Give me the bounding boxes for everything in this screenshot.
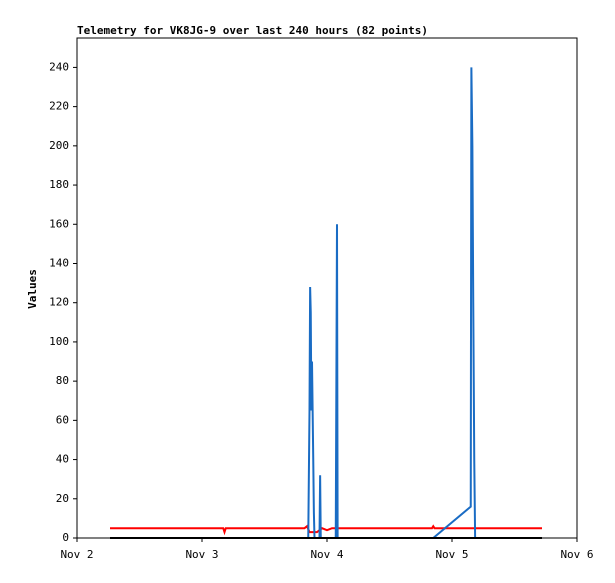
- y-tick-label: 60: [56, 413, 69, 426]
- y-tick-label: 80: [56, 374, 69, 387]
- y-tick-label: 140: [49, 256, 69, 269]
- chart-title: Telemetry for VK8JG-9 over last 240 hour…: [77, 24, 428, 37]
- x-tick-label: Nov 5: [435, 548, 468, 561]
- y-tick-label: 0: [62, 531, 69, 544]
- x-tick-label: Nov 2: [60, 548, 93, 561]
- y-tick-label: 200: [49, 139, 69, 152]
- x-tick-label: Nov 3: [185, 548, 218, 561]
- y-tick-label: 20: [56, 492, 69, 505]
- y-tick-label: 120: [49, 296, 69, 309]
- y-axis-label: Values: [26, 269, 39, 309]
- series-line: [304, 67, 477, 539]
- y-tick-label: 100: [49, 335, 69, 348]
- y-tick-label: 160: [49, 217, 69, 230]
- y-tick-label: 220: [49, 100, 69, 113]
- x-tick-label: Nov 6: [560, 548, 593, 561]
- y-tick-label: 180: [49, 178, 69, 191]
- y-tick-label: 40: [56, 453, 69, 466]
- y-tick-label: 240: [49, 60, 69, 73]
- x-tick-label: Nov 4: [310, 548, 343, 561]
- series-line: [110, 524, 542, 536]
